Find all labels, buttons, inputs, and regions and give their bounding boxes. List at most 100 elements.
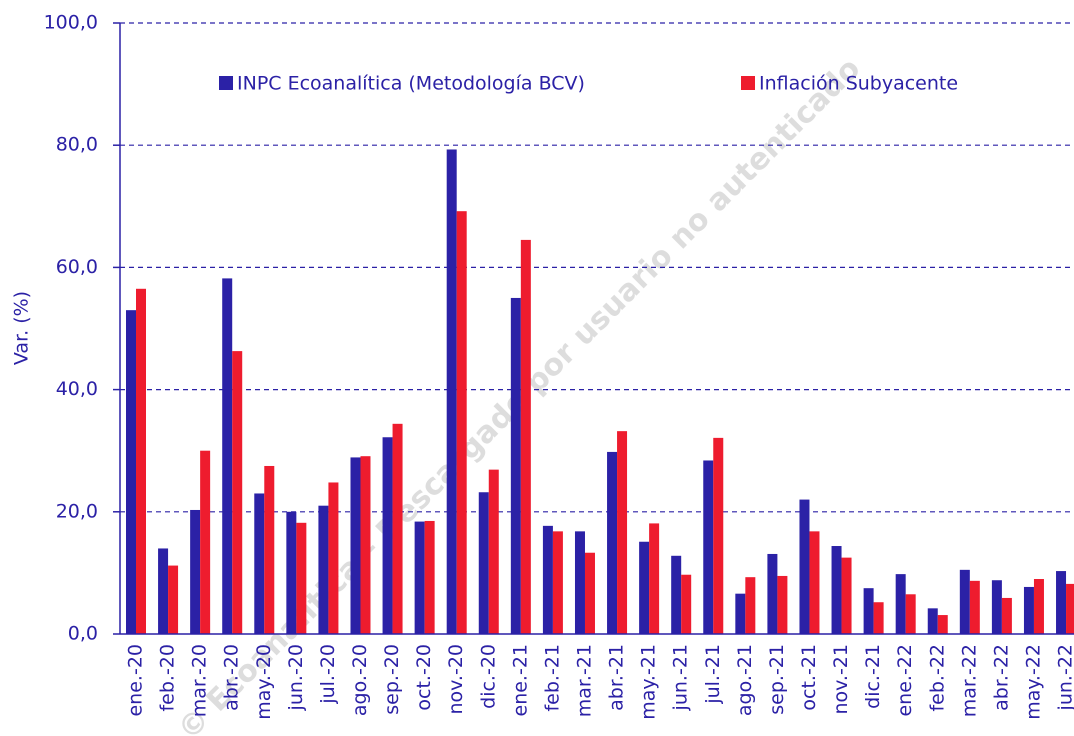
bar [584, 552, 595, 634]
y-tick-label: 0,0 [68, 623, 98, 645]
x-tick-label: jun.-22 [1055, 644, 1074, 711]
bar [382, 437, 393, 634]
x-tick-label: nov.-20 [445, 644, 467, 715]
x-tick-label: feb.-21 [541, 644, 563, 712]
bar [937, 615, 948, 634]
x-tick-label: abr.-22 [990, 644, 1012, 711]
bar [190, 509, 201, 634]
legend-label: Inflación Subyacente [759, 73, 958, 95]
x-tick-label: sep.-20 [381, 644, 403, 715]
bar [1066, 583, 1074, 634]
x-tick-label: jun.-21 [670, 644, 692, 711]
bar [777, 575, 788, 634]
bar [895, 574, 906, 634]
x-tick-label: abr.-21 [606, 644, 628, 711]
bar [414, 521, 425, 634]
bar [222, 278, 233, 634]
bar [1001, 597, 1012, 634]
bar [745, 577, 756, 634]
bar [671, 555, 682, 634]
bar [478, 492, 489, 634]
bar [126, 310, 136, 634]
bar [767, 553, 778, 634]
bar [713, 437, 724, 634]
bar [264, 465, 275, 634]
x-tick-label: nov.-21 [830, 644, 852, 715]
x-tick-label: abr.-20 [221, 644, 243, 711]
bar [254, 493, 265, 634]
bar [841, 557, 852, 634]
bar [1056, 571, 1067, 634]
legend-swatch [219, 76, 233, 90]
y-tick-label: 20,0 [56, 500, 98, 522]
bar [799, 499, 810, 634]
x-tick-label: feb.-20 [157, 644, 179, 712]
x-tick-label: oct.-21 [798, 644, 820, 711]
bar [136, 288, 146, 634]
bar [520, 239, 531, 634]
bar [446, 149, 457, 635]
x-tick-label: jul.-21 [702, 644, 724, 705]
x-tick-label: mar.-21 [574, 644, 596, 717]
x-tick-label: may.-21 [638, 644, 660, 720]
bar [488, 469, 499, 634]
bar [959, 569, 970, 634]
bar [873, 602, 884, 634]
bar [639, 541, 650, 634]
bar [607, 451, 618, 634]
bar [681, 574, 692, 634]
bar [905, 594, 916, 634]
bar [456, 211, 467, 635]
bar [542, 525, 553, 634]
bar [158, 548, 169, 634]
legend-label: INPC Ecoanalítica (Metodología BCV) [237, 73, 585, 95]
x-tick-label: ene.-20 [125, 644, 147, 717]
y-tick-label: 60,0 [56, 256, 98, 278]
y-tick-label: 40,0 [56, 378, 98, 400]
bar [927, 608, 938, 634]
bar [863, 588, 874, 634]
y-axis-label: Var. (%) [11, 291, 33, 365]
x-tick-label: mar.-20 [189, 644, 211, 717]
bar [574, 531, 585, 634]
bar [296, 522, 307, 634]
y-tick-label: 100,0 [44, 12, 98, 34]
bar [831, 546, 842, 634]
x-tick-label: sep.-21 [766, 644, 788, 715]
x-tick-label: feb.-22 [926, 644, 948, 712]
x-tick-label: may.-22 [1022, 644, 1044, 720]
bar [232, 351, 243, 634]
bar [392, 423, 403, 634]
y-tick-label: 80,0 [56, 134, 98, 156]
bar [360, 456, 371, 634]
x-tick-label: jul.-20 [317, 644, 339, 705]
x-tick-label: ene.-21 [509, 644, 531, 717]
bar [991, 580, 1002, 634]
x-tick-label: jun.-20 [285, 644, 307, 711]
bar [1023, 586, 1034, 634]
bar [328, 482, 339, 634]
x-tick-label: ago.-20 [349, 644, 371, 716]
bar [168, 565, 179, 634]
bar [703, 460, 714, 634]
bar [552, 531, 563, 634]
x-tick-label: oct.-20 [413, 644, 435, 711]
bar [350, 457, 361, 634]
x-tick-label: ene.-22 [894, 644, 916, 717]
bar [286, 511, 297, 634]
x-tick-label: dic.-20 [477, 644, 499, 709]
bar [1033, 579, 1044, 634]
bar [649, 523, 660, 634]
legend-swatch [741, 76, 755, 90]
bar [424, 520, 435, 634]
x-tick-label: may.-20 [253, 644, 275, 720]
bar [318, 505, 329, 634]
x-tick-label: ago.-21 [734, 644, 756, 716]
bar [735, 593, 746, 634]
bar [510, 297, 521, 634]
bar [809, 531, 820, 634]
x-tick-label: dic.-21 [862, 644, 884, 709]
bar [617, 431, 628, 634]
x-tick-label: mar.-22 [958, 644, 980, 717]
